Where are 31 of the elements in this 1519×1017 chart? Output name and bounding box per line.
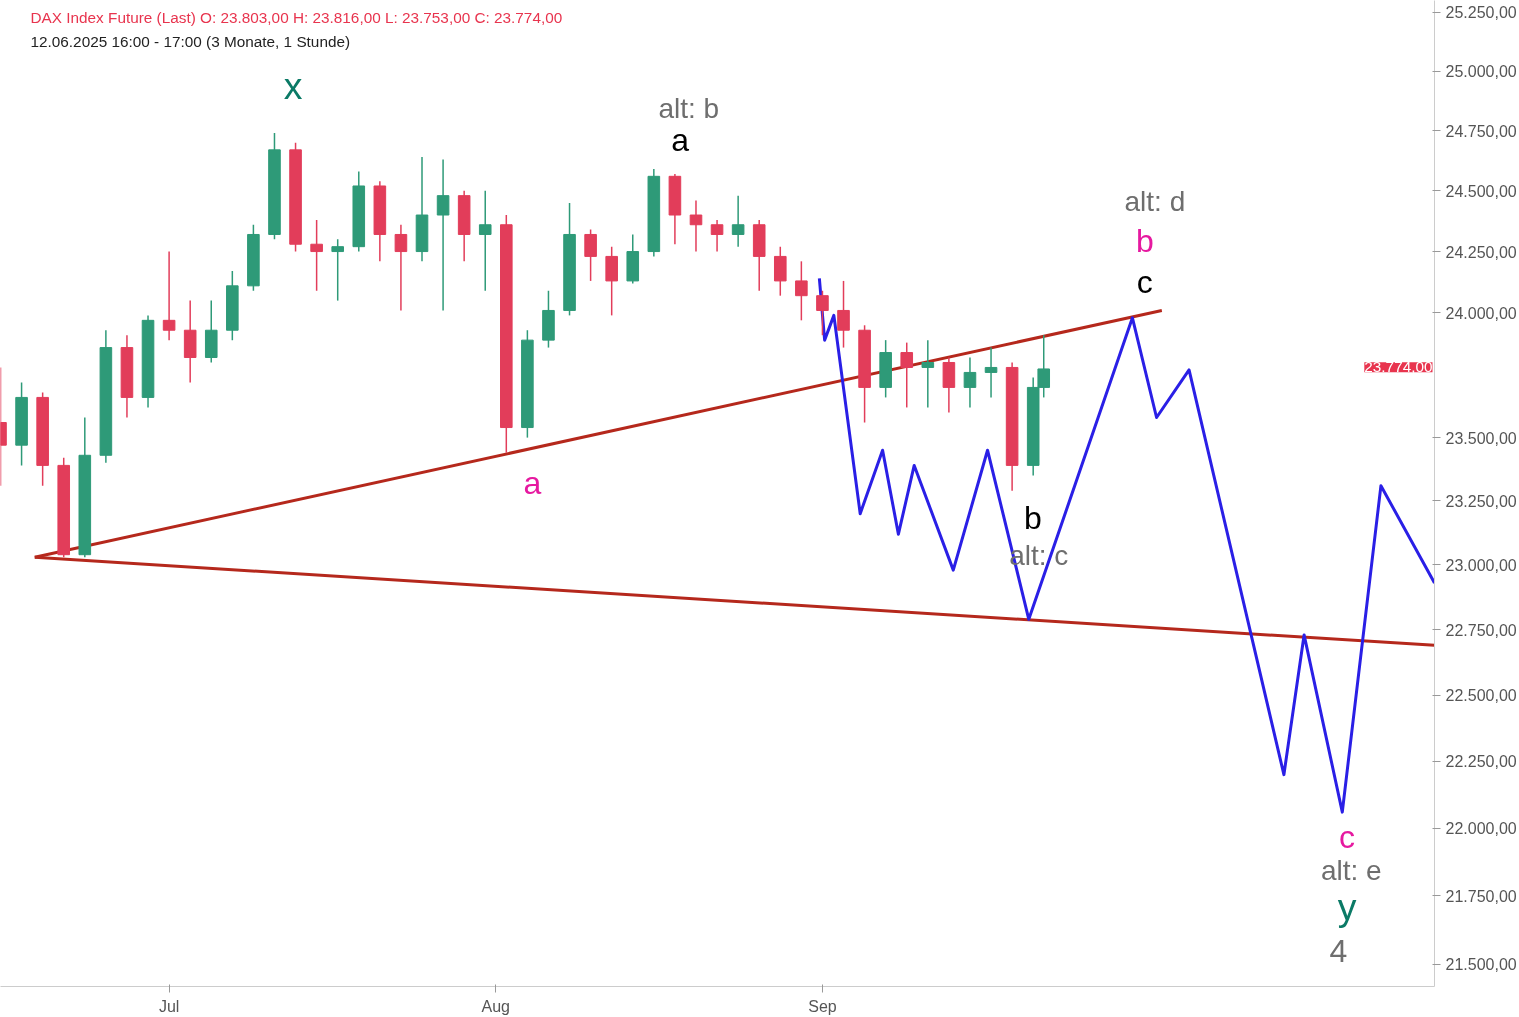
x-tick-label: Jul bbox=[158, 997, 180, 1015]
y-tick-label: 25.000,00 bbox=[1445, 63, 1517, 81]
y-tick-label: 24.500,00 bbox=[1445, 182, 1517, 200]
y-tick-label: 24.250,00 bbox=[1445, 243, 1517, 261]
x-tick-label: Sep bbox=[808, 997, 837, 1015]
annotation: y bbox=[1337, 885, 1357, 928]
text: DAX Index Future (Last) O: 23.803,00 H: 23.816,00 L: 23.753,00 C: 23.774,00 bbox=[30, 8, 563, 26]
text: 12.06.2025 16:00 - 17:00 (3 Monate, 1 Stunde) bbox=[30, 32, 351, 50]
annotation: c bbox=[1339, 818, 1356, 855]
annotation: 23.774,00 bbox=[1364, 358, 1433, 376]
annotation: alt: d bbox=[1124, 186, 1186, 218]
y-tick-label: 22.500,00 bbox=[1445, 687, 1517, 705]
annotation: b bbox=[1024, 500, 1042, 537]
y-tick-label: 22.750,00 bbox=[1445, 621, 1517, 639]
annotation: a bbox=[523, 464, 542, 501]
annotation: 4 bbox=[1329, 933, 1348, 969]
y-tick-label: 21.500,00 bbox=[1445, 956, 1517, 974]
y-tick-label: 23.500,00 bbox=[1445, 429, 1517, 447]
annotation: b bbox=[1135, 223, 1154, 260]
x-tick-label: Aug bbox=[481, 997, 510, 1015]
y-tick-label: 23.000,00 bbox=[1445, 556, 1517, 574]
annotation: c bbox=[1136, 263, 1153, 300]
y-tick-label: 21.750,00 bbox=[1445, 887, 1517, 905]
y-tick-label: 24.000,00 bbox=[1445, 304, 1517, 322]
annotation: alt: e bbox=[1320, 854, 1382, 886]
y-tick-label: 22.250,00 bbox=[1445, 753, 1517, 771]
y-tick-label: 25.250,00 bbox=[1445, 4, 1517, 22]
annotation: x bbox=[283, 65, 303, 108]
y-tick-label: 23.250,00 bbox=[1445, 492, 1517, 510]
y-tick-label: 24.750,00 bbox=[1445, 122, 1517, 140]
y-tick-label: 22.000,00 bbox=[1445, 820, 1517, 838]
